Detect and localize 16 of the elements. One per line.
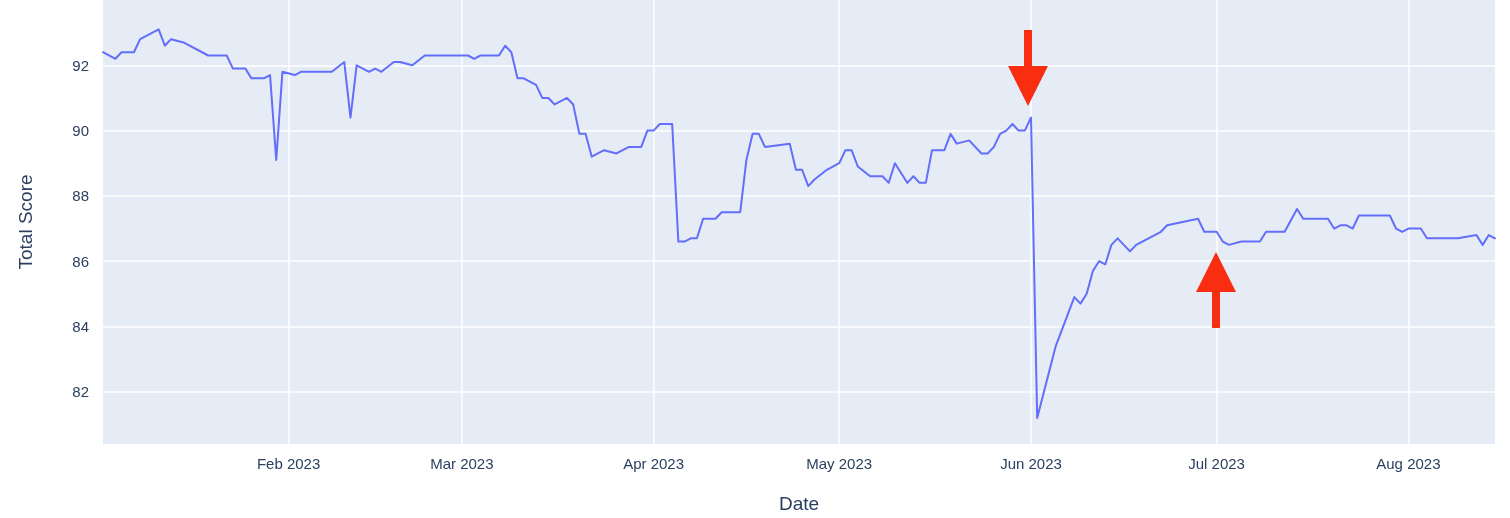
y-tick-label: 92 — [72, 56, 89, 74]
x-tick-label: Aug 2023 — [1376, 455, 1441, 472]
y-tick-label: 88 — [72, 187, 89, 205]
x-tick-label: May 2023 — [806, 455, 873, 472]
x-tick-label: Feb 2023 — [256, 455, 321, 472]
x-tick-label: Apr 2023 — [623, 455, 685, 472]
y-axis-title: Total Score — [15, 174, 36, 270]
y-tick-label: 90 — [72, 122, 89, 140]
x-tick-label: Mar 2023 — [430, 455, 494, 472]
line-series — [102, 28, 1496, 419]
y-tick-label: 84 — [72, 317, 89, 335]
y-tick-label: 82 — [72, 383, 89, 401]
x-axis-title: Date — [778, 493, 820, 514]
y-tick-label: 86 — [72, 252, 89, 270]
x-tick-label: Jun 2023 — [1000, 455, 1062, 472]
x-tick-label: Jul 2023 — [1188, 455, 1245, 472]
